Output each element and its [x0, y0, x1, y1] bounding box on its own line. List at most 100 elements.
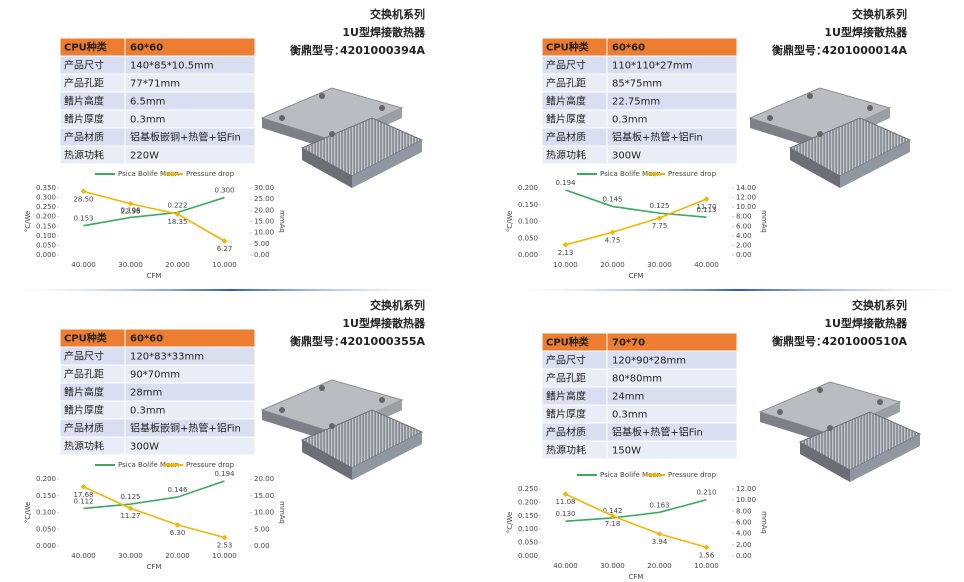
x-tick-label: 30.000 — [118, 552, 143, 560]
legend-marker — [170, 171, 176, 177]
table-row — [59, 436, 256, 456]
x-axis-label: CFM — [147, 272, 162, 280]
y2-tick-label: 14.00 — [736, 184, 756, 192]
data-label: 1.56 — [699, 551, 715, 559]
subtitle: 1U型焊接散热器 — [342, 316, 426, 330]
table-label: CPU种类 — [64, 41, 107, 54]
table-label: CPU种类 — [64, 332, 107, 345]
data-label: 6.27 — [217, 245, 233, 253]
series-line — [83, 190, 225, 242]
table-value: 铝基板+热管+铝Fin — [612, 131, 703, 144]
table-row — [59, 145, 256, 165]
table-value: 铝基板+热管+铝Fin — [612, 426, 703, 439]
table-label: 产品尺寸 — [546, 59, 586, 72]
data-label: 7.75 — [652, 222, 668, 230]
y-tick-label: 0.000 — [518, 251, 538, 259]
table-value: 300W — [130, 442, 159, 453]
y-tick-label: 0.000 — [36, 251, 56, 259]
legend-label: Psica Bolife Mean — [118, 170, 179, 178]
y2-tick-label: 0.00 — [736, 251, 752, 259]
y-axis-label: °C/We — [506, 512, 514, 534]
table-value: 60*60 — [612, 43, 645, 54]
data-label: 0.196 — [120, 206, 141, 214]
data-label: 11.08 — [555, 498, 575, 506]
y-tick-label: 0.200 — [518, 498, 538, 506]
y2-tick-label: 5.00 — [254, 525, 270, 533]
model: 4201000510A — [822, 335, 908, 348]
table-label: 产品孔距 — [64, 77, 104, 90]
y2-tick-label: 8.00 — [736, 213, 752, 221]
legend-label: Psica Bolife Mean — [600, 170, 661, 178]
y-tick-label: 0.250 — [36, 203, 56, 211]
table-label: 产品尺寸 — [64, 59, 104, 72]
table-value: 140*85*10.5mm — [130, 61, 214, 72]
model-label: 衡鼎型号： — [772, 334, 827, 348]
y2-tick-label: 10.00 — [736, 496, 756, 504]
data-label: 0.113 — [696, 206, 716, 214]
table-value: 300W — [612, 151, 641, 162]
model: 4201000355A — [340, 335, 426, 348]
y2-axis-label: mmAq — [278, 501, 286, 524]
table-value: 110*110*27mm — [612, 61, 692, 72]
y-tick-label: 0.200 — [518, 184, 538, 192]
table-label: 产品尺寸 — [546, 354, 586, 367]
series-line — [83, 486, 225, 539]
table-label: 热源功耗 — [64, 440, 104, 453]
series-title: 交换机系列 — [852, 298, 907, 312]
y-tick-label: 0.250 — [518, 485, 538, 493]
series-title: 交换机系列 — [370, 7, 425, 21]
data-label: 22.96 — [120, 208, 141, 216]
table-value: 28mm — [130, 388, 162, 399]
table-value: 77*71mm — [130, 79, 180, 90]
separator — [20, 289, 440, 291]
y2-tick-label: 12.00 — [736, 485, 756, 493]
data-label: 2.53 — [217, 542, 233, 550]
y2-tick-label: 5.00 — [254, 240, 270, 248]
y-tick-label: 0.150 — [518, 512, 538, 520]
table-label: 产品尺寸 — [64, 350, 104, 363]
legend-label: Pressure drop — [186, 461, 235, 469]
y2-tick-label: 0.00 — [254, 251, 270, 259]
product-image — [759, 381, 921, 483]
y-tick-label: 0.200 — [36, 475, 56, 483]
table-value: 60*60 — [130, 334, 163, 345]
y2-tick-label: 4.00 — [736, 232, 752, 240]
subtitle: 1U型焊接散热器 — [342, 25, 426, 39]
y-tick-label: 0.100 — [518, 525, 538, 533]
table-row — [541, 440, 738, 460]
y2-tick-label: 8.00 — [736, 507, 752, 515]
table-label: CPU种类 — [546, 41, 589, 54]
table-value: 220W — [130, 151, 159, 162]
point — [609, 229, 616, 236]
legend-marker — [170, 462, 176, 468]
x-tick-label: 30.000 — [118, 261, 143, 269]
series-line — [565, 198, 707, 246]
series-line — [565, 498, 707, 522]
x-tick-label: 10.000 — [212, 261, 237, 269]
y-tick-label: 0.050 — [518, 234, 538, 242]
table-label: 鳍片高度 — [64, 386, 104, 399]
y-tick-label: 0.000 — [518, 552, 538, 560]
data-label: 0.210 — [696, 489, 716, 497]
legend-label: Pressure drop — [668, 170, 717, 178]
x-tick-label: 40.000 — [71, 552, 96, 560]
series-title: 交换机系列 — [852, 7, 907, 21]
y2-tick-label: 4.00 — [736, 530, 752, 538]
y-tick-label: 0.100 — [36, 232, 56, 240]
table-value: 铝基板嵌铜+热管+铝Fin — [130, 131, 241, 144]
x-tick-label: 10.000 — [553, 261, 578, 269]
table-value: 85*75mm — [612, 79, 662, 90]
y2-tick-label: 20.00 — [254, 475, 274, 483]
table-label: CPU种类 — [546, 336, 589, 349]
y-tick-label: 0.050 — [518, 539, 538, 547]
data-label: 11.27 — [120, 512, 140, 520]
y-axis-label: °C/We — [24, 211, 32, 233]
y2-tick-label: 6.00 — [736, 519, 752, 527]
y2-tick-label: 10.00 — [254, 229, 274, 237]
y2-tick-label: 15.00 — [254, 218, 274, 226]
table-label: 鳍片高度 — [64, 95, 104, 108]
data-label: 4.75 — [605, 236, 621, 244]
